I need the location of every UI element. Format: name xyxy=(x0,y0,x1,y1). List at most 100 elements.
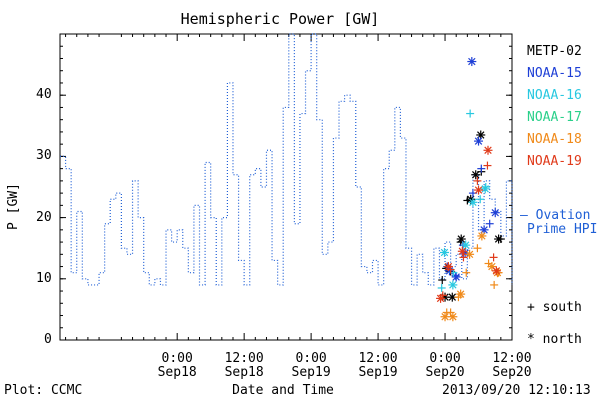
north-marker-d2 xyxy=(474,186,483,194)
north-marker-d2 xyxy=(481,185,489,193)
north-marker xyxy=(490,208,500,218)
north-marker-d2 xyxy=(458,247,467,255)
north-marker-label: north xyxy=(542,332,582,347)
north-marker xyxy=(467,57,477,67)
north-marker xyxy=(436,293,446,303)
south-marker xyxy=(477,164,486,173)
footer-timestamp: 2013/09/20 12:10:13 xyxy=(442,383,591,398)
north-marker-d2 xyxy=(488,262,496,271)
south-marker xyxy=(462,268,471,277)
south-marker xyxy=(490,280,499,289)
hpi-step-line xyxy=(60,33,513,286)
plot-frame xyxy=(59,33,513,341)
north-marker xyxy=(468,197,478,207)
x-tick-time: 12:00 xyxy=(358,351,398,366)
north-marker xyxy=(474,136,484,146)
legend-item-noaa-18: NOAA-18 xyxy=(527,132,582,147)
x-tick-date: Sep19 xyxy=(291,365,331,380)
north-marker xyxy=(494,234,504,244)
south-marker xyxy=(473,176,482,185)
south-marker-symbol: + xyxy=(527,300,535,315)
north-marker-d2 xyxy=(461,241,470,249)
north-marker-d2 xyxy=(474,137,483,145)
north-marker-d2 xyxy=(494,235,503,243)
north-marker-d2 xyxy=(492,267,501,275)
footer-credit: Plot: CCMC xyxy=(4,383,83,398)
legend-item-noaa-16: NOAA-16 xyxy=(527,88,582,103)
north-marker xyxy=(474,185,484,195)
y-tick-label: 30 xyxy=(36,148,52,164)
x-tick-time: 0:00 xyxy=(161,351,193,366)
north-marker xyxy=(480,184,490,194)
north-marker-d2 xyxy=(452,273,460,281)
north-marker-d2 xyxy=(448,293,457,301)
north-marker-d2 xyxy=(456,290,465,298)
legend-item-noaa-17: NOAA-17 xyxy=(527,110,582,125)
hpi-line-group xyxy=(60,33,513,286)
north-marker xyxy=(456,234,466,244)
south-marker-label: south xyxy=(542,300,582,315)
south-marker xyxy=(466,109,475,118)
south-marker xyxy=(485,219,494,228)
y-tick-label: 40 xyxy=(36,87,52,103)
hpi-legend-line1: – Ovation xyxy=(520,208,590,223)
north-marker-symbol: * xyxy=(527,332,535,347)
south-marker xyxy=(438,276,447,285)
north-marker-d2 xyxy=(441,293,449,301)
north-marker-d2 xyxy=(472,171,480,179)
chart-title: Hemispheric Power [GW] xyxy=(180,10,380,28)
south-marker xyxy=(489,253,498,262)
marker-legend-south: + south xyxy=(527,300,582,315)
north-marker xyxy=(477,231,487,241)
north-marker-d2 xyxy=(441,313,449,321)
north-marker-d2 xyxy=(440,248,449,257)
markers-group xyxy=(436,57,505,322)
north-marker xyxy=(443,262,453,272)
north-marker-d2 xyxy=(491,208,499,217)
hpi-legend-label-line1: Ovation xyxy=(535,208,591,223)
x-tick-date: Sep18 xyxy=(224,365,264,380)
north-marker xyxy=(448,312,458,322)
south-marker xyxy=(459,253,468,262)
north-marker-d2 xyxy=(449,313,457,321)
north-marker-d2 xyxy=(449,281,457,289)
north-marker-d2 xyxy=(469,198,477,207)
plot-axes xyxy=(59,33,513,341)
north-marker xyxy=(457,246,467,256)
north-marker-d2 xyxy=(484,146,492,155)
north-marker-d2 xyxy=(465,250,474,259)
hpi-legend-line2: Prime HPI xyxy=(527,222,598,237)
y-tick-label: 10 xyxy=(36,270,52,286)
x-tick-date: Sep20 xyxy=(425,365,465,380)
north-marker-d2 xyxy=(478,232,486,240)
x-tick-time: 0:00 xyxy=(429,351,461,366)
y-tick-label: 20 xyxy=(36,209,52,225)
north-marker xyxy=(465,249,475,259)
north-marker-d2 xyxy=(436,294,445,303)
south-marker xyxy=(473,244,482,253)
x-tick-date: Sep19 xyxy=(358,365,398,380)
legend-item-metp-02: METP-02 xyxy=(527,44,582,59)
north-marker xyxy=(491,266,501,276)
south-marker xyxy=(437,283,446,292)
x-tick-date: Sep18 xyxy=(157,365,197,380)
north-marker xyxy=(448,280,458,290)
legend-item-noaa-19: NOAA-19 xyxy=(527,154,582,169)
north-marker xyxy=(456,289,466,299)
north-marker xyxy=(440,312,450,322)
north-marker xyxy=(439,247,449,257)
x-tick-time: 12:00 xyxy=(492,351,532,366)
north-marker xyxy=(471,170,481,180)
hpi-legend-dash: – xyxy=(520,208,528,223)
north-marker xyxy=(461,240,471,250)
north-marker xyxy=(483,145,493,155)
south-marker xyxy=(476,195,485,204)
north-marker-d2 xyxy=(468,57,476,66)
y-tick-label: 0 xyxy=(44,332,52,347)
x-tick-time: 12:00 xyxy=(224,351,264,366)
x-axis-label: Date and Time xyxy=(232,383,334,398)
y-axis-label: P [GW] xyxy=(6,183,21,230)
south-marker xyxy=(483,161,492,170)
